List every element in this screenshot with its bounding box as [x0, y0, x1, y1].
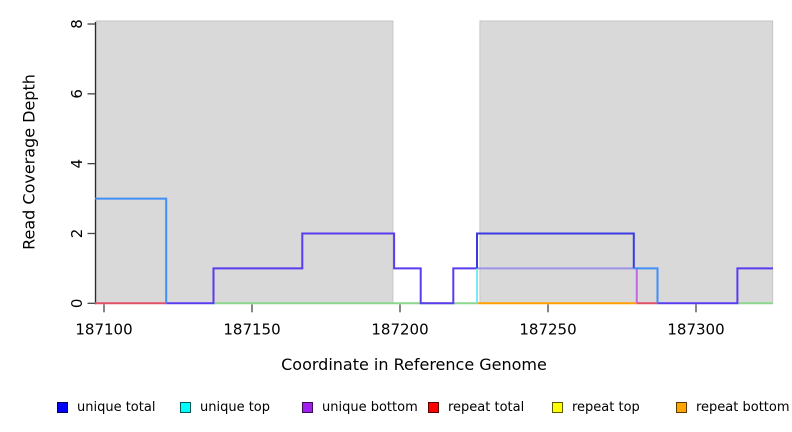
coverage-line-step-violet-right [657, 267, 773, 305]
legend-item-unique-total: unique total [57, 398, 155, 416]
repeat-total-swatch-icon [428, 401, 439, 413]
coverage-line-step-violet-left [166, 232, 477, 305]
y-axis-title: Read Coverage Depth [19, 74, 39, 250]
y-tick-label: 6 [68, 89, 86, 99]
x-tick-label: 187300 [667, 320, 724, 338]
x-axis-title: Coordinate in Reference Genome [281, 355, 547, 374]
legend-label: repeat bottom [696, 399, 790, 415]
x-tick-label: 187200 [371, 320, 428, 338]
legend-item-repeat-top: repeat top [552, 398, 640, 416]
legend-label: unique total [77, 399, 156, 415]
legend-label: unique bottom [322, 399, 418, 415]
repeat-bottom-swatch-icon [676, 401, 687, 413]
unique-total-swatch-icon [57, 401, 68, 413]
legend-item-unique-bottom: unique bottom [302, 398, 418, 416]
coverage-line-azure-level1 [633, 267, 659, 304]
y-tick-label: 2 [68, 229, 86, 239]
legend-item-repeat-total: repeat total [428, 398, 524, 416]
legend-label: repeat top [572, 399, 640, 415]
legend-label: unique top [200, 399, 271, 415]
legend-item-repeat-bottom: repeat bottom [676, 398, 790, 416]
x-tick-label: 187150 [223, 320, 280, 338]
unique-bottom-swatch-icon [302, 401, 313, 413]
coverage-line-darkblue-level2 [476, 232, 635, 269]
y-tick-label: 0 [68, 299, 86, 309]
legend-label: repeat total [448, 399, 525, 415]
coverage-line-azure-level3 [95, 197, 168, 304]
coverage-plot-canvas: 0 2 4 6 8 187100 187150 187200 187250 187300 [68, 19, 774, 338]
coverage-band-left [95, 20, 394, 304]
x-tick-label: 187100 [75, 320, 132, 338]
unique-top-swatch-icon [180, 401, 191, 413]
x-tick-label: 187250 [519, 320, 576, 338]
y-tick-label: 8 [68, 19, 86, 29]
coverage-band-right [479, 20, 774, 304]
y-tick-label: 4 [68, 159, 86, 169]
repeat-top-swatch-icon [552, 401, 563, 413]
legend-item-unique-top: unique top [180, 398, 270, 416]
legend: unique total unique top unique bottom re… [0, 398, 792, 420]
